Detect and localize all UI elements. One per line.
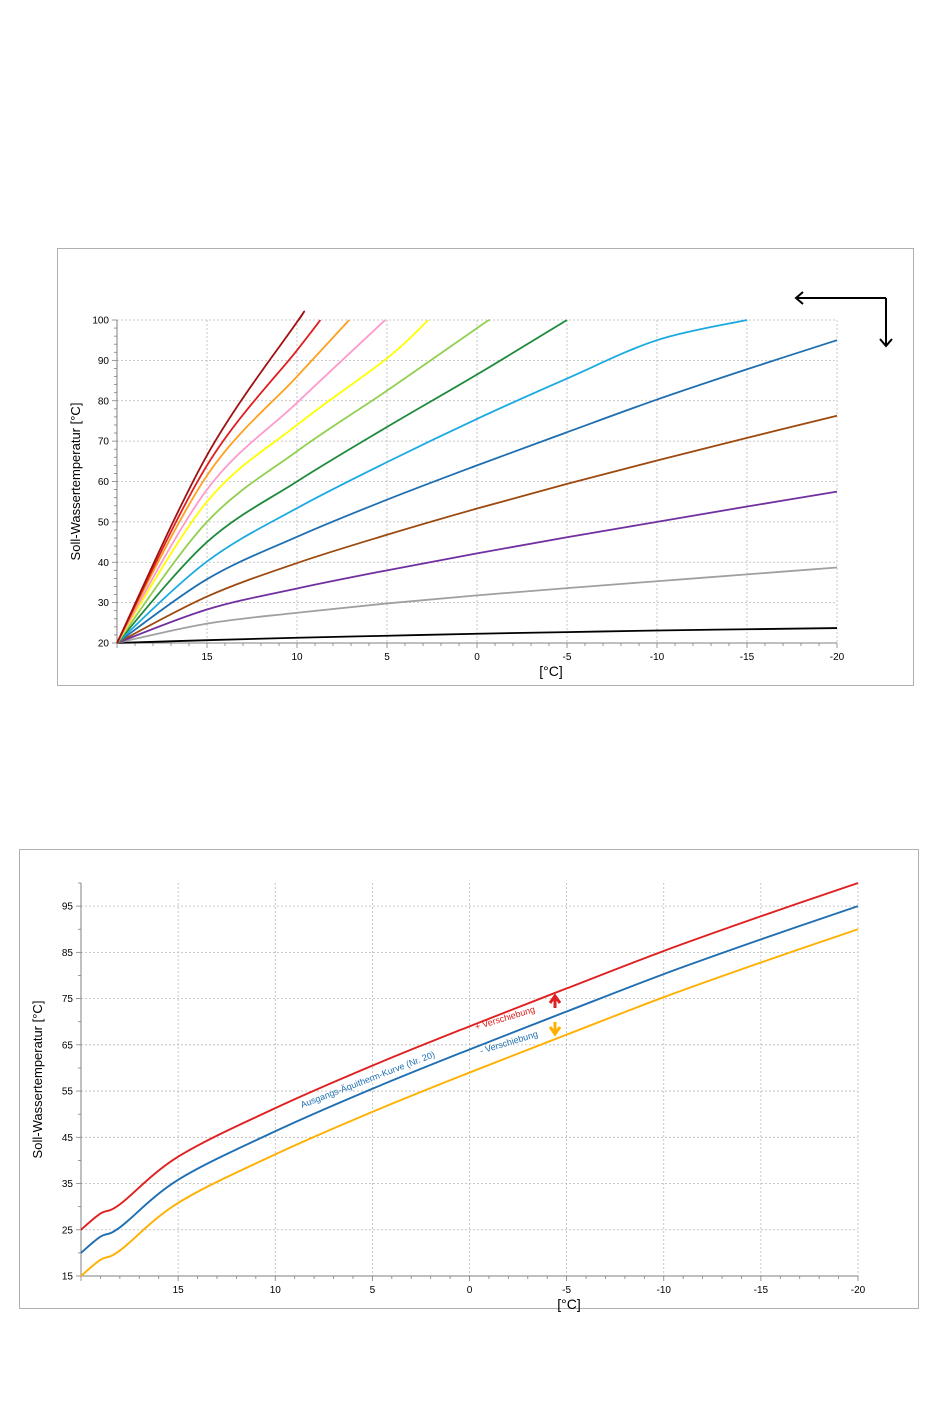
x-tick-label: 10	[291, 652, 303, 663]
series-line-ausgangs-quitherm-kurve-nr-20-	[80, 905, 859, 1254]
series-line-curve-6	[116, 319, 748, 644]
base-curve-annotation: Ausgangs-Äquitherm-Kurve (Nr. 20)	[299, 1049, 436, 1110]
x-tick-label: -5	[562, 1285, 571, 1296]
y-tick-label: 20	[98, 639, 110, 650]
x-tick-label: 0	[474, 652, 480, 663]
series-line--verschiebung	[80, 928, 859, 1277]
shift-up-arrow-icon	[548, 993, 562, 1008]
curve-shift-chart-panel: 15 10 5 0 -5 -10 -15 -20 15 25 35 45 55 65 75 85 95 [°C] S…	[19, 849, 919, 1312]
series-line-curve-4	[116, 414, 838, 644]
y-tick-label: 95	[62, 902, 74, 913]
x-tick-label: -20	[830, 652, 845, 663]
series-line-curve-2	[116, 566, 838, 644]
x-tick-label: -10	[650, 652, 665, 663]
y-tick-label: 55	[62, 1087, 74, 1098]
y-tick-label: 50	[98, 517, 110, 528]
direction-arrow-icon	[794, 291, 893, 348]
y-tick-label: 25	[62, 1225, 74, 1236]
series-line-curve-9	[116, 319, 430, 644]
y-tick-label: 40	[98, 558, 110, 569]
y-axis-title: Soll-Wassertemperatur [°C]	[30, 1001, 45, 1159]
x-axis-title: [°C]	[557, 1296, 581, 1312]
y-tick-label: 100	[92, 316, 109, 327]
x-tick-label: -15	[754, 1285, 769, 1296]
y-tick-label: 90	[98, 356, 110, 367]
y-tick-label: 70	[98, 437, 110, 448]
series-line-curve-1	[116, 627, 838, 644]
x-tick-label: -15	[740, 652, 755, 663]
y-tick-label: 75	[62, 994, 74, 1005]
y-tick-label: 45	[62, 1133, 74, 1144]
x-tick-label: -10	[657, 1285, 672, 1296]
x-tick-label: -20	[851, 1285, 866, 1296]
y-tick-label: 65	[62, 1040, 74, 1051]
y-tick-label: 15	[62, 1272, 74, 1283]
y-tick-label: 30	[98, 598, 110, 609]
x-tick-label: 15	[201, 652, 213, 663]
x-tick-label: -5	[563, 652, 572, 663]
x-tick-label: 5	[384, 652, 390, 663]
x-tick-label: 15	[173, 1285, 185, 1296]
shift-down-arrow-icon	[548, 1022, 562, 1037]
series-line-curve-7	[116, 319, 568, 644]
x-tick-label: 0	[467, 1285, 473, 1296]
series-line-curve-13	[116, 310, 306, 644]
series-line-curve-12	[116, 319, 322, 644]
x-axis-title: [°C]	[539, 663, 563, 679]
series-line-curve-5	[116, 339, 838, 644]
y-tick-label: 85	[62, 948, 74, 959]
series-line-curve-3	[116, 490, 838, 644]
x-tick-label: 10	[270, 1285, 282, 1296]
heating-curves-chart: 15 10 5 0 -5 -10 -15 -202030405060708090100[°C]…	[68, 291, 893, 679]
series-line-curve-11	[116, 319, 350, 644]
y-tick-label: 60	[98, 477, 110, 488]
series-line--verschiebung	[80, 882, 859, 1231]
x-tick-label: 5	[370, 1285, 376, 1296]
curve-shift-chart: 15 10 5 0 -5 -10 -15 -20 15 25 35 45 55 65 75 85 95 [°C] S…	[30, 882, 866, 1312]
y-tick-label: 80	[98, 396, 110, 407]
y-tick-label: 35	[62, 1179, 74, 1190]
y-axis-title: Soll-Wassertemperatur [°C]	[68, 403, 83, 561]
series-line-curve-10	[116, 319, 386, 644]
heating-curves-chart-panel: 15 10 5 0 -5 -10 -15 -20 20 30 40 50 60 70 80 90 100 [°C]…	[57, 248, 914, 686]
series-line-curve-8	[116, 319, 491, 644]
